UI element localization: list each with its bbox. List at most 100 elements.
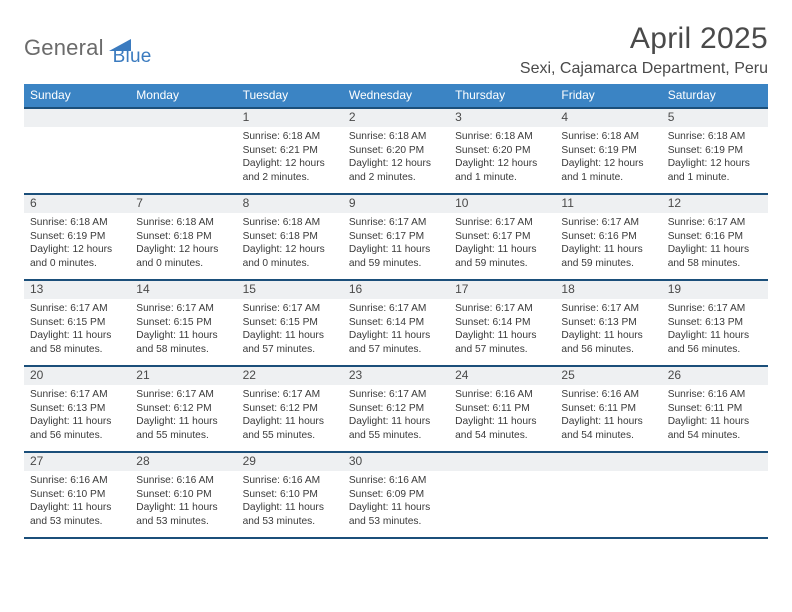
day-number: 18	[555, 281, 661, 299]
day-number: 12	[662, 195, 768, 213]
calendar-cell: 26Sunrise: 6:16 AMSunset: 6:11 PMDayligh…	[662, 366, 768, 452]
day-detail: Sunrise: 6:17 AMSunset: 6:12 PMDaylight:…	[237, 385, 343, 446]
day-detail: Sunrise: 6:16 AMSunset: 6:11 PMDaylight:…	[449, 385, 555, 446]
day-detail	[555, 471, 661, 478]
day-detail: Sunrise: 6:16 AMSunset: 6:11 PMDaylight:…	[555, 385, 661, 446]
day-number	[662, 453, 768, 471]
calendar-cell: 17Sunrise: 6:17 AMSunset: 6:14 PMDayligh…	[449, 280, 555, 366]
day-number	[130, 109, 236, 127]
day-detail: Sunrise: 6:17 AMSunset: 6:16 PMDaylight:…	[662, 213, 768, 274]
calendar-cell: 25Sunrise: 6:16 AMSunset: 6:11 PMDayligh…	[555, 366, 661, 452]
day-detail: Sunrise: 6:18 AMSunset: 6:18 PMDaylight:…	[237, 213, 343, 274]
calendar-cell: 2Sunrise: 6:18 AMSunset: 6:20 PMDaylight…	[343, 108, 449, 194]
day-detail: Sunrise: 6:18 AMSunset: 6:21 PMDaylight:…	[237, 127, 343, 188]
calendar-cell	[130, 108, 236, 194]
day-detail: Sunrise: 6:17 AMSunset: 6:15 PMDaylight:…	[237, 299, 343, 360]
weekday-header: Monday	[130, 84, 236, 108]
location-subtitle: Sexi, Cajamarca Department, Peru	[520, 60, 768, 78]
day-number: 20	[24, 367, 130, 385]
day-detail: Sunrise: 6:17 AMSunset: 6:13 PMDaylight:…	[555, 299, 661, 360]
weekday-header: Sunday	[24, 84, 130, 108]
calendar-cell: 12Sunrise: 6:17 AMSunset: 6:16 PMDayligh…	[662, 194, 768, 280]
day-number: 2	[343, 109, 449, 127]
day-number: 16	[343, 281, 449, 299]
day-number: 24	[449, 367, 555, 385]
day-detail	[449, 471, 555, 478]
day-number: 13	[24, 281, 130, 299]
day-number	[24, 109, 130, 127]
calendar-cell: 30Sunrise: 6:16 AMSunset: 6:09 PMDayligh…	[343, 452, 449, 538]
calendar-cell: 20Sunrise: 6:17 AMSunset: 6:13 PMDayligh…	[24, 366, 130, 452]
day-number: 14	[130, 281, 236, 299]
calendar-cell: 7Sunrise: 6:18 AMSunset: 6:18 PMDaylight…	[130, 194, 236, 280]
day-number: 28	[130, 453, 236, 471]
day-number: 8	[237, 195, 343, 213]
calendar-table: SundayMondayTuesdayWednesdayThursdayFrid…	[24, 84, 768, 539]
weekday-header: Thursday	[449, 84, 555, 108]
calendar-cell: 14Sunrise: 6:17 AMSunset: 6:15 PMDayligh…	[130, 280, 236, 366]
day-detail: Sunrise: 6:17 AMSunset: 6:13 PMDaylight:…	[662, 299, 768, 360]
day-number: 15	[237, 281, 343, 299]
day-number: 1	[237, 109, 343, 127]
title-block: April 2025 Sexi, Cajamarca Department, P…	[520, 22, 768, 78]
calendar-cell: 3Sunrise: 6:18 AMSunset: 6:20 PMDaylight…	[449, 108, 555, 194]
day-number: 17	[449, 281, 555, 299]
calendar-cell: 8Sunrise: 6:18 AMSunset: 6:18 PMDaylight…	[237, 194, 343, 280]
day-detail: Sunrise: 6:17 AMSunset: 6:14 PMDaylight:…	[449, 299, 555, 360]
calendar-cell: 13Sunrise: 6:17 AMSunset: 6:15 PMDayligh…	[24, 280, 130, 366]
calendar-cell: 18Sunrise: 6:17 AMSunset: 6:13 PMDayligh…	[555, 280, 661, 366]
calendar-cell: 27Sunrise: 6:16 AMSunset: 6:10 PMDayligh…	[24, 452, 130, 538]
day-number: 29	[237, 453, 343, 471]
weekday-header: Friday	[555, 84, 661, 108]
weekday-header: Wednesday	[343, 84, 449, 108]
day-detail: Sunrise: 6:18 AMSunset: 6:20 PMDaylight:…	[343, 127, 449, 188]
day-number: 3	[449, 109, 555, 127]
day-detail: Sunrise: 6:17 AMSunset: 6:15 PMDaylight:…	[130, 299, 236, 360]
day-detail: Sunrise: 6:16 AMSunset: 6:09 PMDaylight:…	[343, 471, 449, 532]
weekday-header: Tuesday	[237, 84, 343, 108]
calendar-cell: 10Sunrise: 6:17 AMSunset: 6:17 PMDayligh…	[449, 194, 555, 280]
calendar-cell: 28Sunrise: 6:16 AMSunset: 6:10 PMDayligh…	[130, 452, 236, 538]
calendar-cell	[555, 452, 661, 538]
day-detail: Sunrise: 6:16 AMSunset: 6:10 PMDaylight:…	[130, 471, 236, 532]
day-detail: Sunrise: 6:16 AMSunset: 6:11 PMDaylight:…	[662, 385, 768, 446]
calendar-cell: 19Sunrise: 6:17 AMSunset: 6:13 PMDayligh…	[662, 280, 768, 366]
day-detail	[24, 127, 130, 134]
day-detail: Sunrise: 6:17 AMSunset: 6:12 PMDaylight:…	[343, 385, 449, 446]
calendar-cell: 5Sunrise: 6:18 AMSunset: 6:19 PMDaylight…	[662, 108, 768, 194]
page-title: April 2025	[520, 22, 768, 56]
day-number	[555, 453, 661, 471]
day-number: 26	[662, 367, 768, 385]
day-number: 9	[343, 195, 449, 213]
day-detail: Sunrise: 6:17 AMSunset: 6:16 PMDaylight:…	[555, 213, 661, 274]
day-number: 11	[555, 195, 661, 213]
weekday-header: Saturday	[662, 84, 768, 108]
day-number: 21	[130, 367, 236, 385]
day-detail: Sunrise: 6:18 AMSunset: 6:19 PMDaylight:…	[555, 127, 661, 188]
day-number: 23	[343, 367, 449, 385]
day-number: 25	[555, 367, 661, 385]
day-detail: Sunrise: 6:18 AMSunset: 6:20 PMDaylight:…	[449, 127, 555, 188]
day-detail	[130, 127, 236, 134]
day-detail: Sunrise: 6:16 AMSunset: 6:10 PMDaylight:…	[24, 471, 130, 532]
calendar-cell: 22Sunrise: 6:17 AMSunset: 6:12 PMDayligh…	[237, 366, 343, 452]
calendar-cell: 11Sunrise: 6:17 AMSunset: 6:16 PMDayligh…	[555, 194, 661, 280]
calendar-cell	[662, 452, 768, 538]
day-detail: Sunrise: 6:16 AMSunset: 6:10 PMDaylight:…	[237, 471, 343, 532]
day-detail: Sunrise: 6:17 AMSunset: 6:12 PMDaylight:…	[130, 385, 236, 446]
calendar-cell: 6Sunrise: 6:18 AMSunset: 6:19 PMDaylight…	[24, 194, 130, 280]
day-number: 27	[24, 453, 130, 471]
calendar-cell: 4Sunrise: 6:18 AMSunset: 6:19 PMDaylight…	[555, 108, 661, 194]
day-detail: Sunrise: 6:17 AMSunset: 6:17 PMDaylight:…	[449, 213, 555, 274]
brand-word1: General	[24, 35, 104, 61]
calendar-cell: 24Sunrise: 6:16 AMSunset: 6:11 PMDayligh…	[449, 366, 555, 452]
day-detail: Sunrise: 6:17 AMSunset: 6:13 PMDaylight:…	[24, 385, 130, 446]
day-detail: Sunrise: 6:17 AMSunset: 6:17 PMDaylight:…	[343, 213, 449, 274]
calendar-cell	[24, 108, 130, 194]
header: General Blue April 2025 Sexi, Cajamarca …	[24, 22, 768, 78]
day-number: 6	[24, 195, 130, 213]
calendar-cell: 16Sunrise: 6:17 AMSunset: 6:14 PMDayligh…	[343, 280, 449, 366]
day-number: 10	[449, 195, 555, 213]
brand-word2: Blue	[113, 46, 152, 68]
calendar-cell: 15Sunrise: 6:17 AMSunset: 6:15 PMDayligh…	[237, 280, 343, 366]
